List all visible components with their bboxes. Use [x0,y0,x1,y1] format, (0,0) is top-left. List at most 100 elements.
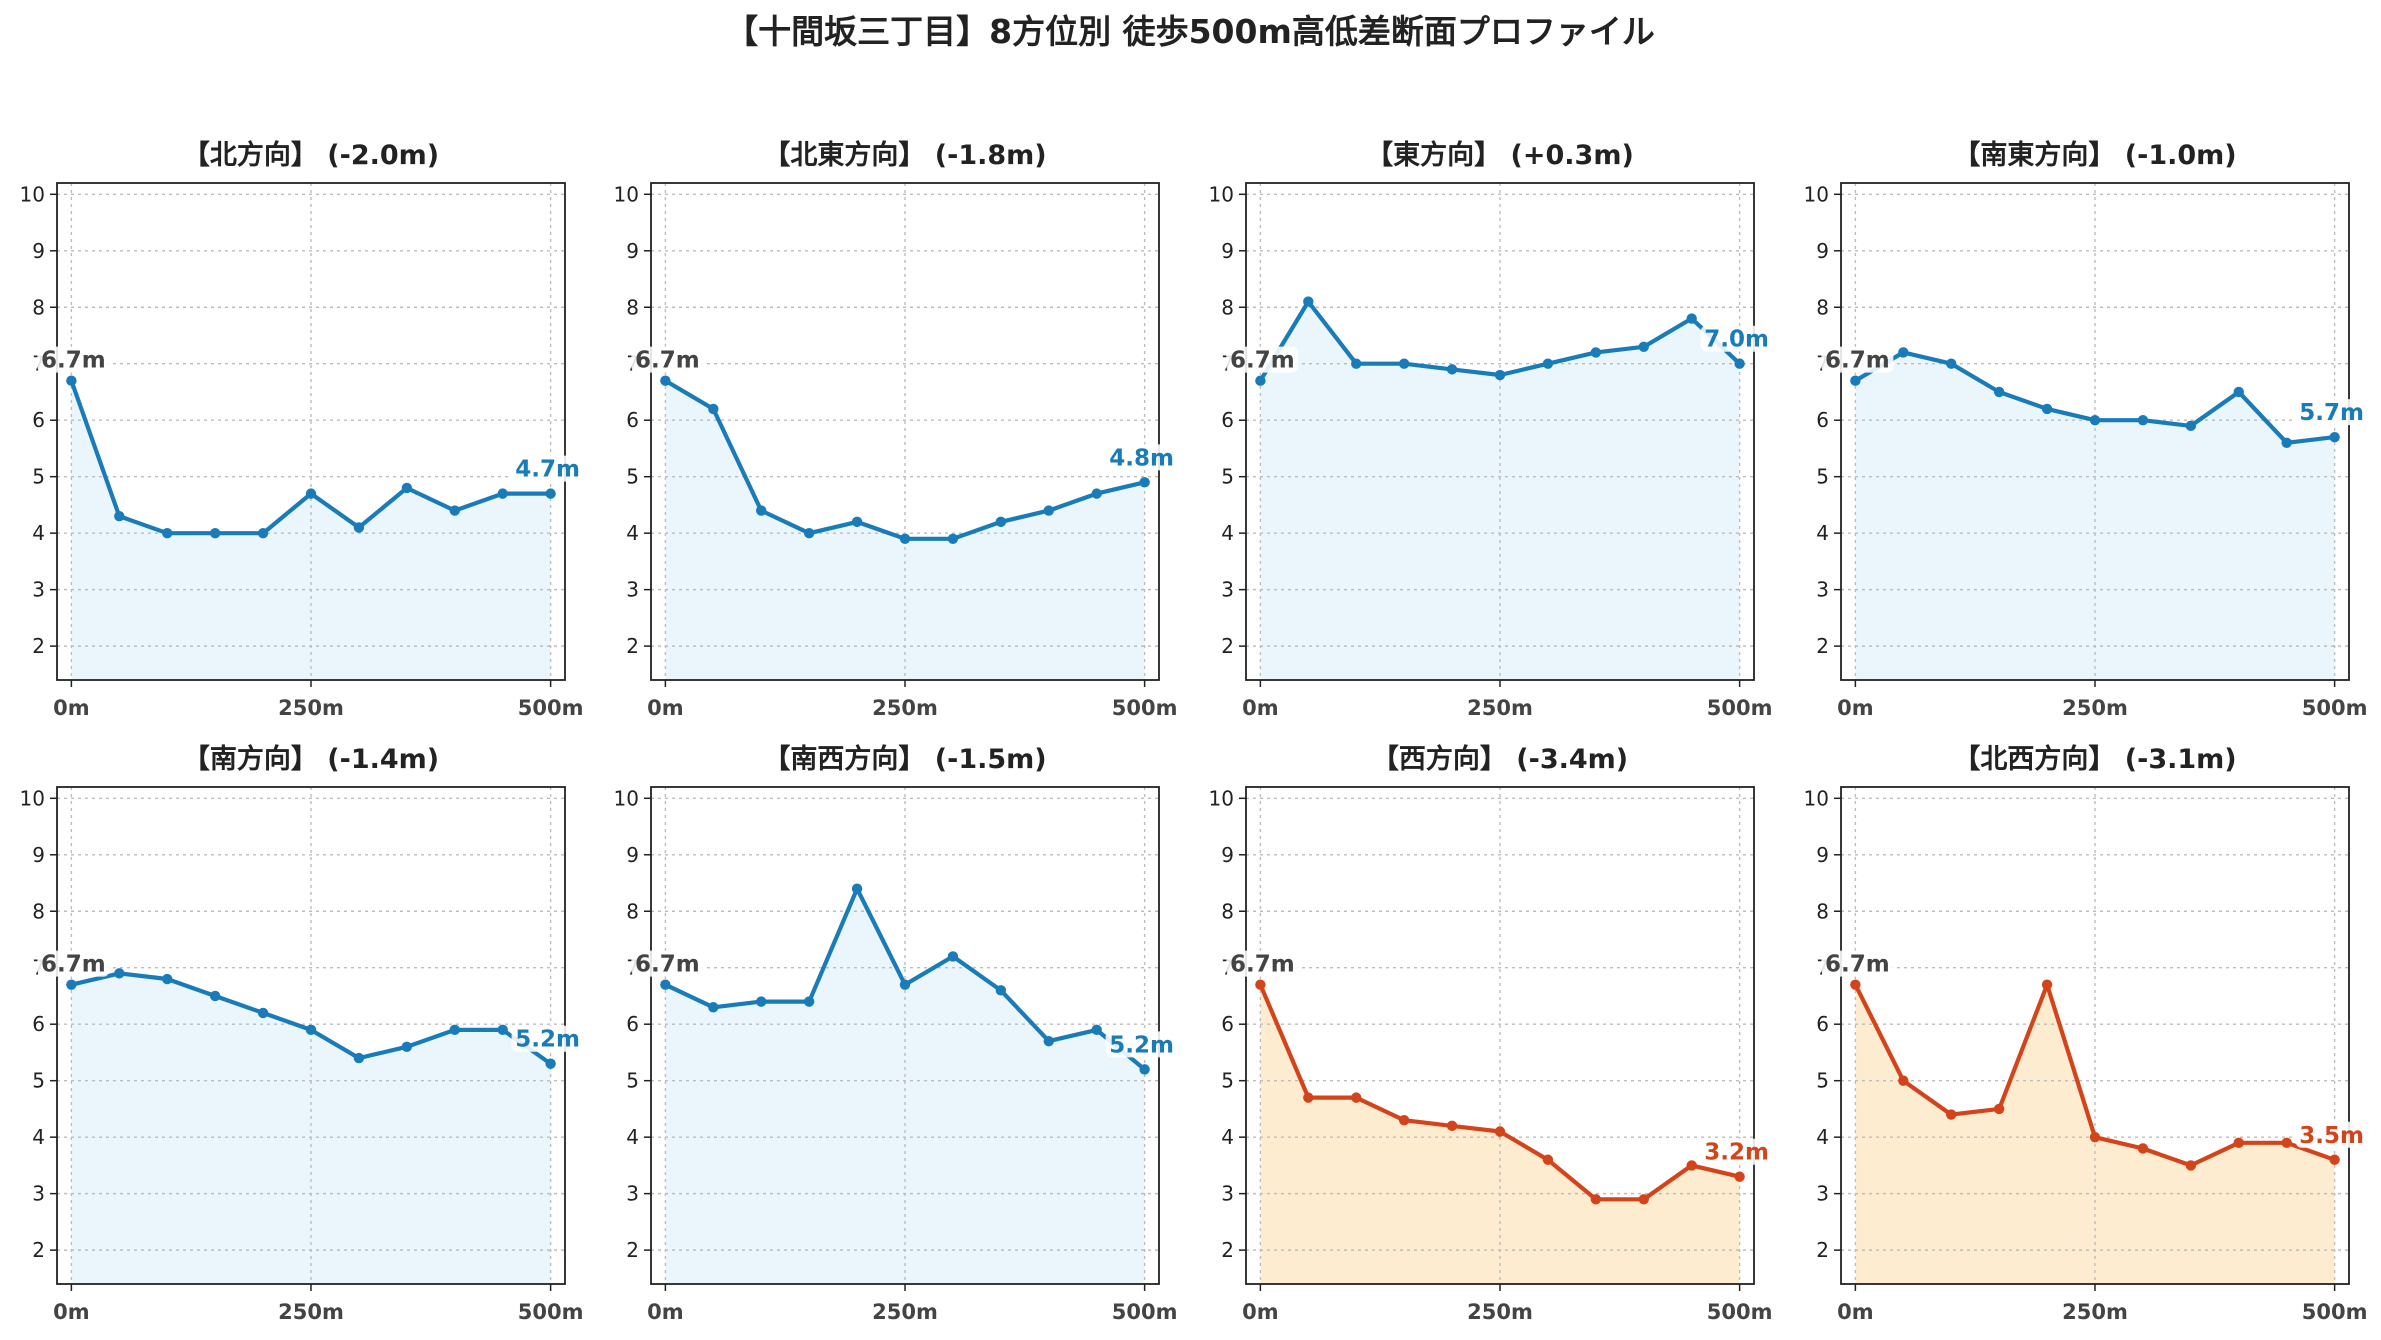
data-point [1255,979,1266,990]
data-point [2089,415,2101,426]
data-point [1351,1092,1362,1103]
x-tick-label: 500m [518,696,584,720]
data-point [1993,386,2005,398]
data-point [497,488,508,499]
y-tick-label: 6 [1221,408,1234,432]
x-tick-label: 0m [1837,1300,1874,1324]
data-point [660,979,671,990]
data-point [1898,1075,1909,1086]
x-tick-label: 250m [278,1300,344,1324]
y-tick-label: 2 [626,1238,639,1262]
data-point [2089,1131,2101,1143]
chart-panel: 【西方向】 (-3.4m)23456789100m250m500m6.7m3.2… [1209,743,1773,1324]
data-point [114,968,125,979]
y-tick-label: 6 [626,408,639,432]
data-point [1734,358,1745,369]
figure-title: 【十間坂三丁目】8方位別 徒歩500m高低差断面プロファイル [725,12,1655,51]
data-point [401,482,413,494]
y-tick-label: 10 [1209,786,1234,810]
area-fill [1855,984,2335,1284]
data-point [257,527,269,539]
y-tick-label: 9 [1221,843,1234,867]
data-point [2233,386,2244,398]
data-point [2137,415,2149,426]
panel-title: 【北方向】 (-2.0m) [183,139,439,171]
y-tick-label: 3 [32,578,45,602]
y-tick-label: 3 [1221,578,1234,602]
y-tick-label: 9 [32,843,45,867]
data-point [995,985,1007,996]
area-fill [1260,301,1740,680]
y-tick-label: 10 [20,786,45,810]
data-point [2281,437,2292,448]
x-tick-label: 250m [2062,1300,2128,1324]
data-point [1946,358,1957,369]
data-point [305,488,317,499]
y-tick-label: 9 [626,239,639,263]
x-tick-label: 500m [2302,1300,2368,1324]
data-point [2233,1137,2244,1149]
end-elevation-label: 4.8m [1109,445,1174,471]
x-tick-label: 250m [872,1300,938,1324]
chart-panel: 【北方向】 (-2.0m)23456789100m250m500m6.7m4.7… [20,139,584,720]
end-elevation-label-bg [1105,1031,1178,1058]
x-tick-label: 0m [1242,1300,1279,1324]
x-tick-label: 0m [53,696,90,720]
y-tick-label: 5 [1221,465,1234,489]
data-point [353,522,365,533]
start-elevation-label: 6.7m [635,952,700,978]
data-point [947,951,959,962]
data-point [2329,431,2340,443]
data-point [756,505,767,516]
y-tick-label: 6 [1816,1012,1829,1036]
start-elevation-label: 6.7m [635,348,700,374]
y-tick-label: 9 [626,843,639,867]
y-tick-label: 4 [32,521,45,545]
data-point [803,996,815,1007]
data-point [449,505,460,516]
end-elevation-label: 3.5m [2299,1123,2364,1149]
data-point [660,375,671,386]
y-tick-label: 8 [1816,899,1829,923]
y-tick-label: 5 [1221,1069,1234,1093]
y-tick-label: 6 [32,1012,45,1036]
data-point [545,488,556,499]
data-point [1351,358,1362,369]
start-elevation-label-bg [631,346,704,373]
y-tick-label: 6 [1816,408,1829,432]
y-tick-label: 8 [1221,899,1234,923]
start-elevation-label-bg [631,950,704,977]
data-point [708,403,719,415]
y-tick-label: 6 [1221,1012,1234,1036]
y-tick-label: 3 [1221,1182,1234,1206]
data-point [209,990,221,1002]
y-tick-label: 8 [32,295,45,319]
y-tick-label: 8 [1221,295,1234,319]
start-elevation-label-bg [1226,346,1299,373]
y-tick-label: 5 [626,1069,639,1093]
y-tick-label: 6 [32,408,45,432]
panel-title: 【南西方向】 (-1.5m) [763,743,1046,775]
x-tick-label: 250m [2062,696,2128,720]
y-tick-label: 8 [626,295,639,319]
data-point [1303,296,1314,307]
panels: 【北方向】 (-2.0m)23456789100m250m500m6.7m4.7… [20,139,2368,1324]
data-point [1091,488,1102,499]
x-tick-label: 250m [872,696,938,720]
x-tick-label: 0m [647,1300,684,1324]
data-point [1091,1024,1102,1036]
data-point [162,973,173,985]
data-point [1043,505,1054,516]
end-elevation-label-bg [511,455,584,482]
y-tick-label: 10 [20,182,45,206]
y-tick-label: 2 [1816,634,1829,658]
panel-title: 【西方向】 (-3.4m) [1372,743,1628,775]
y-tick-label: 10 [1804,182,1829,206]
data-point [66,375,77,386]
data-point [1303,1092,1314,1103]
data-point [803,527,815,539]
start-elevation-label: 6.7m [41,348,106,374]
data-point [66,979,77,990]
data-point [1638,341,1649,352]
